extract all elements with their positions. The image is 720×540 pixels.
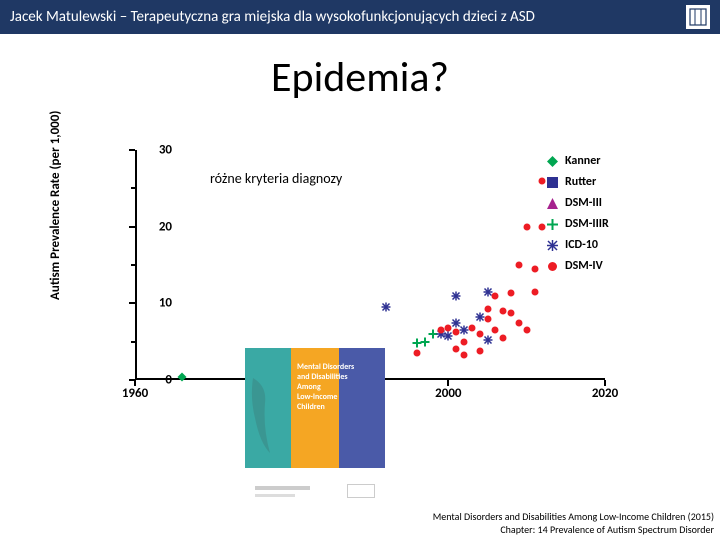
legend-item: DSM-IV bbox=[545, 257, 609, 275]
legend-label: DSM-III bbox=[565, 196, 602, 210]
slide-title: Epidemia? bbox=[0, 52, 720, 103]
header-logo bbox=[686, 5, 710, 29]
legend-item: Kanner bbox=[545, 152, 609, 170]
citation: Mental Disorders and Disabilities Among … bbox=[433, 511, 714, 536]
data-point bbox=[483, 305, 492, 314]
legend-label: DSM-IV bbox=[565, 259, 603, 273]
legend: Kanner Rutter DSM-III DSM-IIIR ICD-10 DSM-IV bbox=[545, 152, 609, 278]
data-point bbox=[491, 291, 500, 300]
book-bottom bbox=[245, 468, 385, 523]
legend-marker bbox=[545, 196, 559, 210]
y-axis bbox=[135, 150, 137, 380]
citation-line-2: Chapter: 14 Prevalence of Autism Spectru… bbox=[433, 524, 714, 537]
legend-label: DSM-IIIR bbox=[565, 217, 609, 231]
data-point bbox=[507, 308, 516, 317]
y-axis-label: Autism Prevalence Rate (per 1,000) bbox=[48, 111, 63, 300]
legend-item: DSM-III bbox=[545, 194, 609, 212]
x-tick-label: 2000 bbox=[435, 386, 461, 401]
legend-marker bbox=[545, 259, 559, 273]
data-point bbox=[460, 351, 469, 360]
legend-item: Rutter bbox=[545, 173, 609, 191]
header-text: Jacek Matulewski – Terapeutyczna gra mie… bbox=[10, 8, 535, 26]
legend-marker bbox=[545, 175, 559, 189]
y-tick-label: 30 bbox=[159, 143, 172, 158]
book-stripe bbox=[245, 348, 291, 468]
data-point bbox=[530, 264, 539, 273]
x-tick-label: 2020 bbox=[592, 386, 618, 401]
data-point bbox=[514, 261, 523, 270]
data-point bbox=[381, 303, 390, 312]
data-point bbox=[413, 349, 422, 358]
y-tick-label: 10 bbox=[159, 296, 172, 311]
data-point bbox=[483, 314, 492, 323]
legend-item: DSM-IIIR bbox=[545, 215, 609, 233]
legend-marker bbox=[545, 154, 559, 168]
y-tick-minor bbox=[131, 264, 135, 266]
y-tick-label: 20 bbox=[159, 219, 172, 234]
legend-label: ICD-10 bbox=[565, 238, 598, 252]
legend-marker bbox=[545, 238, 559, 252]
y-tick bbox=[129, 149, 135, 151]
legend-item: ICD-10 bbox=[545, 236, 609, 254]
x-tick-label: 1960 bbox=[122, 386, 148, 401]
data-point bbox=[475, 330, 484, 339]
data-point bbox=[522, 222, 531, 231]
y-tick bbox=[129, 302, 135, 304]
book-title: Mental Disordersand DisabilitiesAmongLow… bbox=[297, 362, 354, 412]
data-point bbox=[507, 289, 516, 298]
data-point bbox=[530, 287, 539, 296]
data-point bbox=[499, 333, 508, 342]
legend-label: Rutter bbox=[565, 175, 596, 189]
data-point bbox=[452, 291, 461, 300]
data-point bbox=[178, 372, 187, 381]
data-point bbox=[483, 336, 492, 345]
y-tick-label: 0 bbox=[165, 373, 172, 388]
plot-region bbox=[135, 150, 605, 380]
data-point bbox=[452, 328, 461, 337]
citation-line-1: Mental Disorders and Disabilities Among … bbox=[433, 511, 714, 524]
data-point bbox=[522, 326, 531, 335]
y-tick-minor bbox=[131, 341, 135, 343]
y-tick bbox=[129, 226, 135, 228]
legend-marker bbox=[545, 217, 559, 231]
y-tick-minor bbox=[131, 187, 135, 189]
annotation-text: różne kryteria diagnozy bbox=[210, 170, 342, 187]
header-bar: Jacek Matulewski – Terapeutyczna gra mie… bbox=[0, 0, 720, 34]
book-cover: Mental Disordersand DisabilitiesAmongLow… bbox=[245, 348, 385, 523]
legend-label: Kanner bbox=[565, 154, 601, 168]
data-point bbox=[460, 337, 469, 346]
data-point bbox=[420, 337, 429, 346]
data-point bbox=[475, 346, 484, 355]
